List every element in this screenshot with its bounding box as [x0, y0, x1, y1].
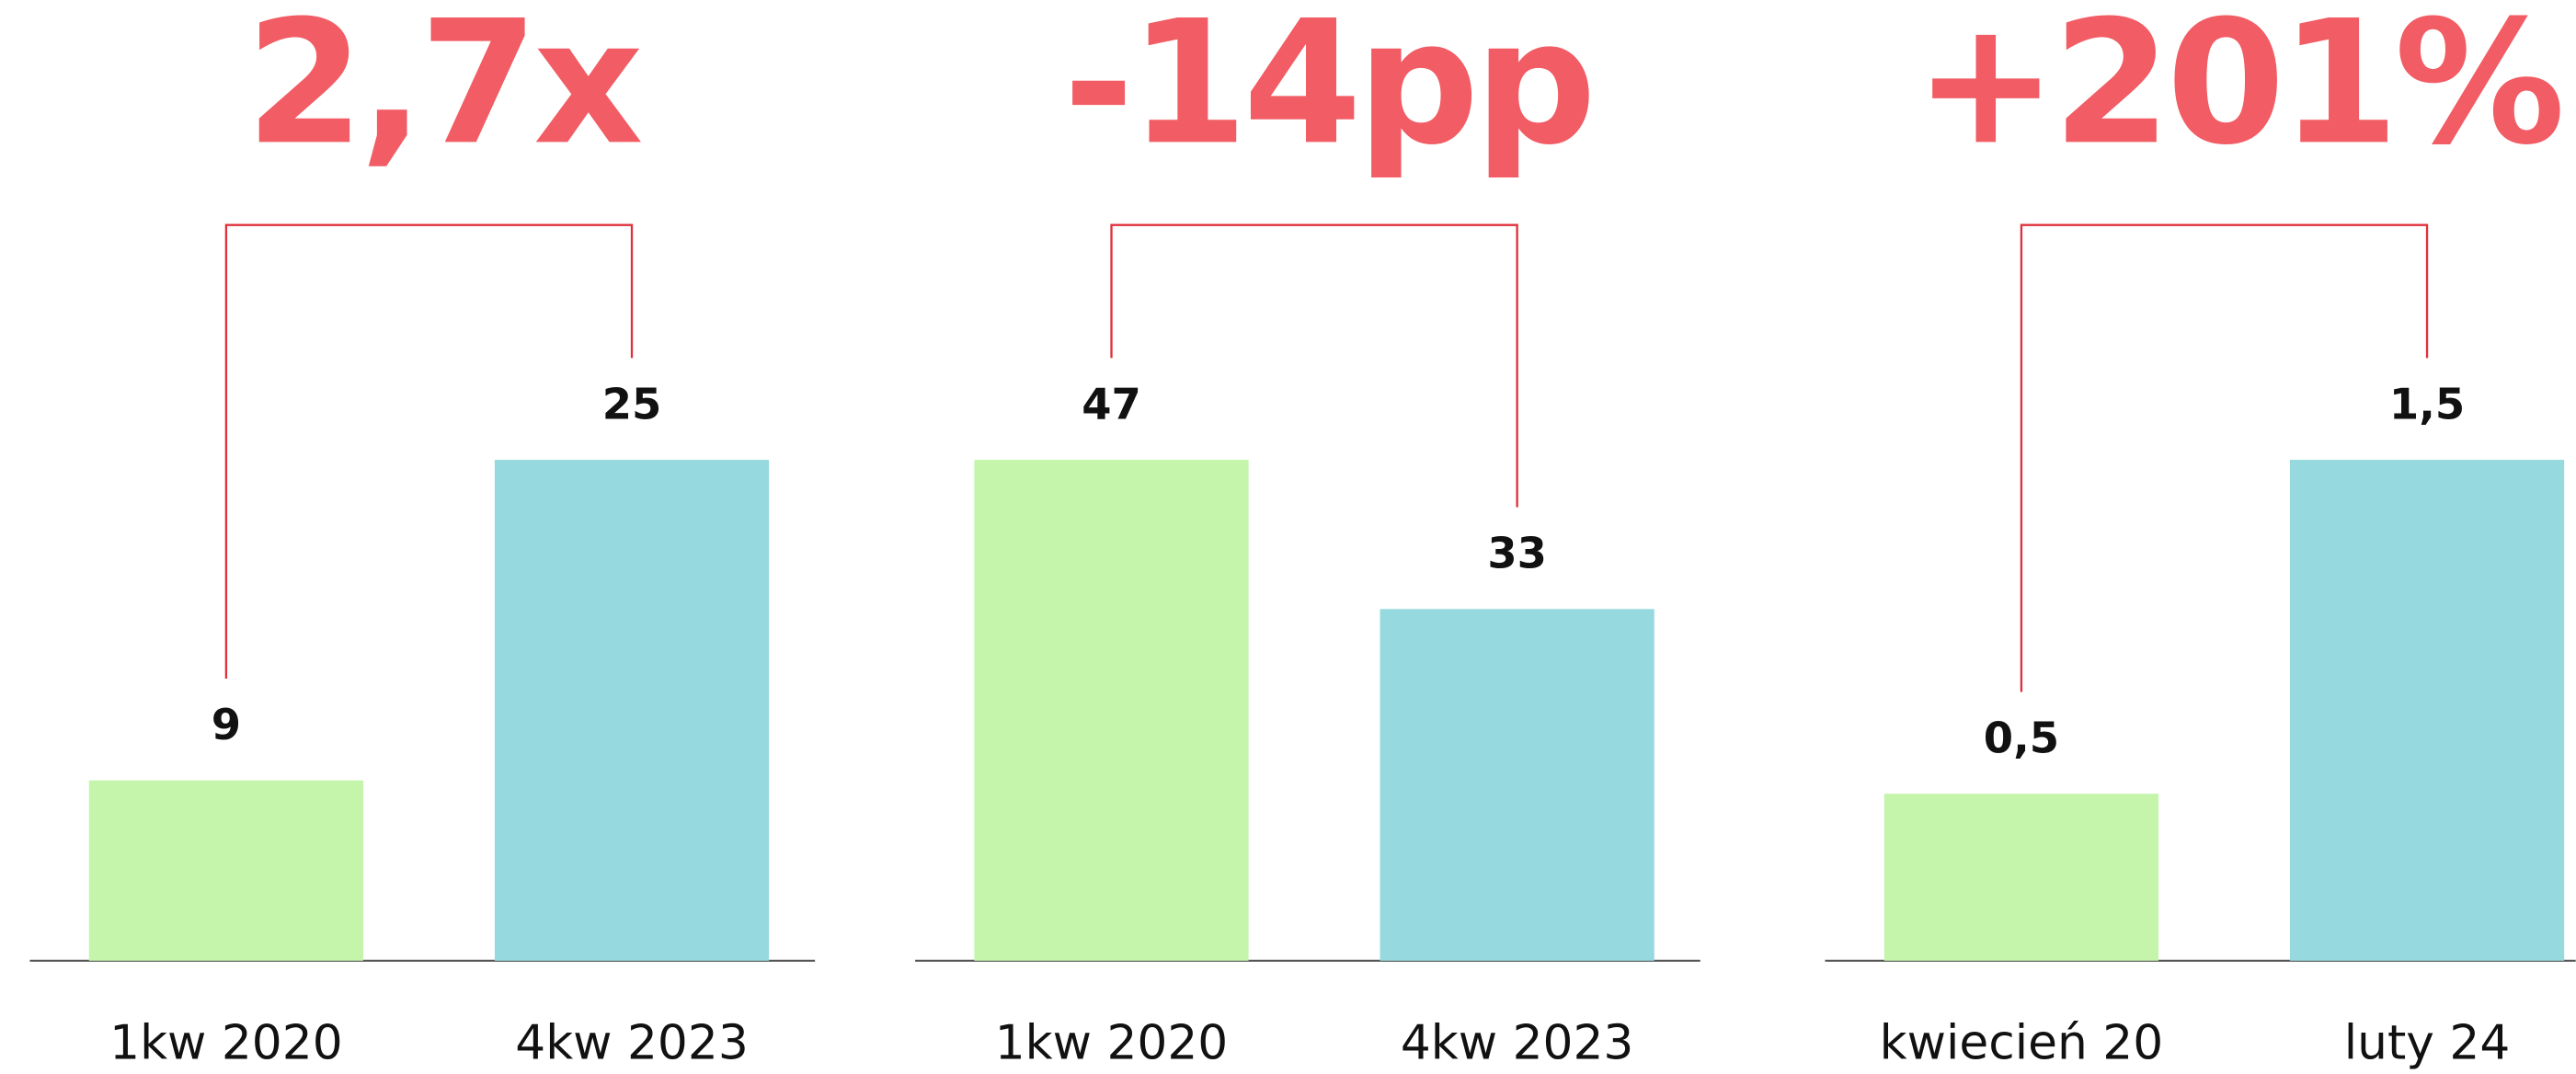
bar — [974, 460, 1249, 961]
value-label: 33 — [1487, 529, 1547, 578]
bracket — [224, 223, 634, 679]
category-label: 4kw 2023 — [515, 1016, 749, 1071]
category-label: kwiecień 20 — [1880, 1016, 2163, 1071]
headline: +201% — [1914, 0, 2560, 182]
bar — [2289, 460, 2565, 961]
bracket — [2020, 223, 2429, 692]
value-label: 47 — [1082, 379, 1141, 428]
bar — [494, 460, 770, 961]
category-label: 1kw 2020 — [109, 1016, 343, 1071]
value-label: 0,5 — [1984, 714, 2059, 763]
value-label: 1,5 — [2389, 379, 2465, 428]
headline: 2,7x — [246, 0, 641, 182]
bar — [1883, 794, 2159, 961]
category-label: 4kw 2023 — [1401, 1016, 1634, 1071]
category-label: 1kw 2020 — [995, 1016, 1229, 1071]
bar — [1380, 609, 1654, 961]
category-label: luty 24 — [2344, 1016, 2511, 1071]
value-label: 9 — [212, 700, 241, 749]
headline: -14pp — [1063, 0, 1592, 182]
bar — [88, 780, 364, 961]
value-label: 25 — [602, 379, 662, 428]
bracket — [1110, 223, 1518, 508]
